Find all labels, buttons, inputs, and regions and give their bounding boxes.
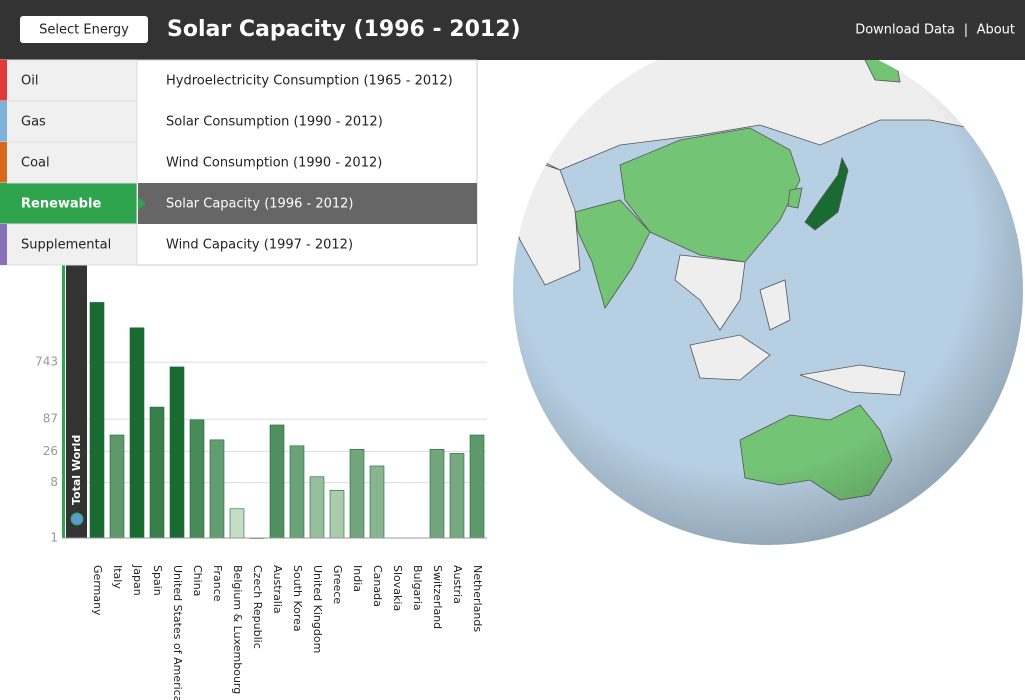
x-tick-label: Belgium & Luxembourg	[231, 565, 244, 694]
bar	[329, 490, 345, 539]
total-label: Total World	[70, 435, 83, 505]
menu-item[interactable]: Wind Consumption (1990 - 2012)	[166, 156, 382, 171]
y-tick-label: 743	[35, 355, 58, 369]
about-link[interactable]: About	[977, 23, 1015, 38]
bar	[209, 439, 225, 539]
separator: |	[964, 23, 968, 38]
energy-row[interactable]	[0, 223, 138, 266]
energy-label[interactable]: Oil	[21, 74, 38, 89]
x-tick-label: Japan	[131, 564, 144, 596]
button-label[interactable]: Select Energy	[39, 23, 129, 38]
x-tick-label: China	[191, 565, 204, 596]
y-tick-label: 87	[43, 412, 58, 426]
x-tick-label: South Korea	[291, 565, 304, 632]
y-tick-label: 1	[50, 531, 58, 545]
energy-color	[0, 60, 7, 101]
x-tick-label: Switzerland	[431, 565, 444, 629]
bar	[309, 476, 325, 539]
bar	[169, 366, 185, 539]
x-tick-label: Germany	[91, 565, 104, 616]
bar	[449, 453, 465, 539]
x-tick-label: United States of America	[171, 565, 184, 700]
bar	[289, 445, 305, 539]
select-energy-button[interactable]	[20, 16, 148, 43]
bar	[189, 419, 205, 539]
energy-label[interactable]: Supplemental	[21, 238, 111, 253]
item-arrow	[138, 197, 146, 210]
dropdown-menu: Oil Gas Coal Renewable Supplemental Hydroelec…	[0, 59, 478, 266]
x-tick-label: Greece	[331, 565, 344, 604]
bar	[469, 434, 485, 539]
x-tick-label: Spain	[151, 565, 164, 596]
x-tick-label: Czech Republic	[251, 565, 264, 649]
energy-color	[0, 142, 7, 183]
bar	[269, 424, 285, 539]
bar	[369, 465, 385, 539]
y-tick-label: 8	[50, 475, 58, 489]
globe-shade	[513, 35, 1023, 545]
x-tick-label: United Kingdom	[311, 565, 324, 653]
bar	[429, 449, 445, 539]
menu-item[interactable]: Hydroelectricity Consumption (1965 - 201…	[166, 74, 453, 89]
bar	[149, 406, 165, 539]
x-tick-label: Bulgaria	[411, 565, 424, 611]
x-tick-label: Netherlands	[471, 565, 484, 632]
menu-item[interactable]: Solar Consumption (1990 - 2012)	[166, 115, 383, 130]
x-tick-label: Australia	[271, 565, 284, 614]
globe-icon	[70, 512, 84, 526]
energy-color	[0, 224, 7, 265]
item-active	[138, 183, 477, 224]
bar	[129, 327, 145, 539]
energy-label[interactable]: Gas	[21, 115, 46, 130]
energy-label[interactable]: Renewable	[21, 197, 101, 212]
bar	[109, 434, 125, 539]
total-bar	[62, 262, 65, 538]
page-title: Solar Capacity (1996 - 2012)	[167, 17, 521, 42]
x-tick-label: Austria	[451, 565, 464, 604]
menu-item[interactable]: Solar Capacity (1996 - 2012)	[166, 197, 353, 212]
y-tick-label: 26	[43, 444, 58, 458]
bar	[229, 508, 245, 539]
energy-row[interactable]	[0, 100, 138, 143]
bar	[349, 449, 365, 539]
energy-label[interactable]: Coal	[21, 156, 50, 171]
energy-color	[0, 183, 7, 224]
x-tick-label: Canada	[371, 565, 384, 607]
header-bar	[0, 0, 1025, 60]
download-link[interactable]: Download Data	[855, 23, 955, 38]
bar	[89, 302, 105, 539]
x-tick-label: India	[351, 565, 364, 592]
menu-item[interactable]: Wind Capacity (1997 - 2012)	[166, 238, 353, 253]
x-tick-label: France	[211, 565, 224, 602]
bar-chart: 1 8 26 87 743 Total World Germany Italy Japan Spa…	[35, 262, 487, 700]
total-bar-bg	[66, 262, 87, 538]
x-tick-label: Slovakia	[391, 565, 404, 611]
globe	[513, 35, 1023, 545]
x-tick-label: Italy	[111, 565, 124, 589]
energy-color	[0, 101, 7, 142]
energy-row[interactable]	[0, 182, 138, 225]
energy-row[interactable]	[0, 59, 138, 102]
